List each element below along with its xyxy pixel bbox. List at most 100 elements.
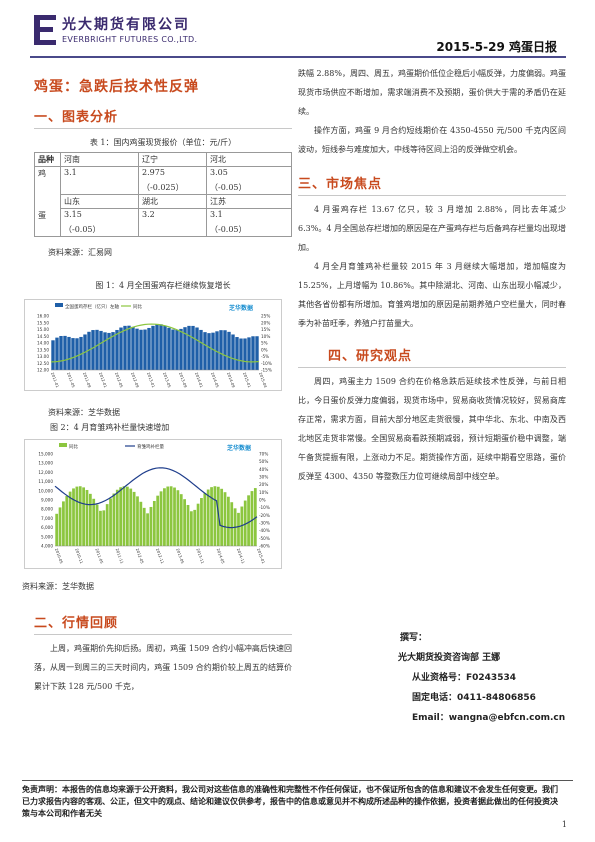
- chart-bar: [123, 325, 127, 370]
- x-tick-label: 2014-11: [236, 548, 246, 565]
- y-tick-label-left: 13,000: [38, 461, 53, 466]
- x-tick-label: 2013-09: [178, 372, 188, 389]
- chart-bar: [111, 332, 115, 370]
- chart-bar: [109, 498, 112, 546]
- chart-bar: [51, 340, 55, 370]
- table-cell: （-0.025）: [138, 180, 207, 195]
- chart-bar: [171, 329, 175, 370]
- x-tick-label: 2012-01: [98, 372, 108, 389]
- chart-bar: [59, 335, 63, 370]
- chart-bar: [187, 325, 191, 370]
- x-tick-label: 2010-05: [54, 548, 64, 565]
- table-cell: （-0.05）: [60, 222, 139, 237]
- chart-bar: [65, 496, 69, 546]
- operation-paragraph: 操作方面，鸡蛋 9 月合约短线期价在 4350-4550 元/500 千克内区间…: [298, 126, 566, 154]
- author-email[interactable]: Email：wangna@ebfcn.com.cn: [412, 713, 566, 723]
- chart-bar: [199, 329, 203, 370]
- chart-line: [54, 467, 258, 529]
- chart-bar: [55, 513, 59, 546]
- chart-bar: [155, 324, 159, 370]
- chart-chick-restock: 同比 育雏鸡补栏量 芝华数据 15,000 13,000 12,000 11,000 10,0…: [24, 439, 282, 569]
- chart-bar: [239, 338, 243, 370]
- y-tick-label-left: 13.00: [37, 354, 49, 359]
- x-tick-label: 2015-01: [242, 372, 252, 389]
- x-tick-label: 2013-05: [162, 372, 172, 389]
- x-tick-label: 2015-01: [256, 548, 266, 565]
- section-title-charts: 一、图表分析: [34, 110, 119, 125]
- table-cell: （-0.05）: [206, 180, 292, 195]
- chart-bar: [71, 338, 75, 370]
- x-tick-label: 2011-11: [115, 548, 125, 565]
- chart-bar: [186, 504, 190, 546]
- chart-bar: [99, 330, 103, 370]
- chart-bar: [146, 513, 149, 546]
- chart-bar: [79, 336, 83, 370]
- x-tick-label: 2010-11: [74, 548, 84, 565]
- chart-bar: [255, 336, 259, 370]
- price-table: 品种 河南 辽宁 河北 鸡 3.1 2.975 3.05 （-0.025） （-…: [34, 152, 292, 237]
- section-title-focus: 三、市场焦点: [298, 177, 383, 192]
- x-tick-label: 2014-05: [216, 548, 226, 565]
- y-tick-label-right: -50%: [259, 536, 270, 541]
- source-note: 资料来源：芝华数据: [22, 582, 94, 591]
- chart-bar: [103, 332, 107, 370]
- y-tick-label-right: 30%: [259, 475, 268, 480]
- review-paragraph: 上周，鸡蛋期价先抑后扬。周初，鸡蛋 1509 合约小幅冲高后快速回落，从周一到周…: [34, 644, 292, 691]
- chart-bar: [105, 504, 109, 546]
- chart-bar: [68, 491, 72, 546]
- chart-bar: [72, 488, 75, 546]
- chart-bar: [87, 331, 91, 370]
- chart-bar: [227, 496, 230, 546]
- chart-bar: [147, 327, 151, 370]
- y-tick-label-left: 15,000: [38, 452, 53, 457]
- table-caption: 表 1：国内鸡蛋现货报价（单位：元/斤）: [89, 138, 237, 147]
- disclaimer-divider: [22, 780, 573, 781]
- chart-bar: [183, 327, 187, 370]
- x-tick-label: 2011-01: [50, 372, 60, 389]
- table-header-cell: 河北: [206, 152, 292, 167]
- chart-bar: [195, 327, 199, 370]
- table-cell: 3.05: [206, 166, 292, 181]
- x-tick-label: 2012-09: [130, 372, 140, 389]
- chart-line: [50, 323, 260, 363]
- chart-bar: [206, 489, 210, 546]
- chart-bar: [243, 500, 247, 546]
- chart-bar: [175, 329, 179, 370]
- y-tick-label-right: 15%: [261, 327, 270, 332]
- chart-bar: [85, 489, 89, 546]
- author-label: 撰写：: [400, 633, 428, 643]
- chart-bar: [107, 332, 111, 370]
- y-tick-label-left: 6,000: [41, 525, 53, 530]
- author-license: 从业资格号：F0243534: [412, 673, 516, 683]
- chart-bar: [131, 326, 135, 370]
- focus-paragraph: 4 月蛋鸡存栏 13.67 亿只，较 3 月增加 2.88%，同比去年减少 6.…: [298, 205, 566, 252]
- chart-bar: [152, 500, 156, 546]
- chart-bar: [129, 488, 133, 546]
- chart-bar: [179, 328, 183, 370]
- chart-bar: [156, 495, 160, 546]
- company-name-en: EVERBRIGHT FUTURES CO.,LTD.: [62, 35, 198, 44]
- chart-bar: [143, 329, 147, 370]
- chart-bar: [151, 325, 155, 370]
- x-tick-label: 2013-05: [175, 548, 185, 565]
- chart-bar: [223, 330, 227, 370]
- table-cell: 3.2: [138, 208, 207, 223]
- focus-paragraph: 4 月全月育雏鸡补栏量较 2015 年 3 月继续大幅增加，增加幅度为 15.2…: [298, 262, 566, 328]
- y-tick-label-right: 0%: [261, 347, 268, 352]
- chart-bar: [220, 488, 224, 546]
- left-column: 鸡蛋：急跌后技术性反弹 一、图表分析 表 1：国内鸡蛋现货报价（单位：元/斤） …: [22, 64, 292, 696]
- table-cell: 山东: [60, 194, 139, 209]
- chart-bar: [78, 486, 82, 546]
- source-note: 资料来源：芝华数据: [48, 408, 120, 417]
- y-tick-label-left: 13.50: [37, 347, 49, 352]
- chart-bar: [159, 324, 163, 370]
- section-title-view: 四、研究观点: [328, 349, 413, 364]
- table-header-cell: 河南: [60, 152, 139, 167]
- page-number: 1: [561, 820, 567, 829]
- chart-bar: [176, 490, 180, 546]
- section-divider: [34, 128, 292, 129]
- x-tick-label: 2014-05: [210, 372, 220, 389]
- chart-bar: [127, 325, 131, 370]
- section-divider: [298, 195, 566, 196]
